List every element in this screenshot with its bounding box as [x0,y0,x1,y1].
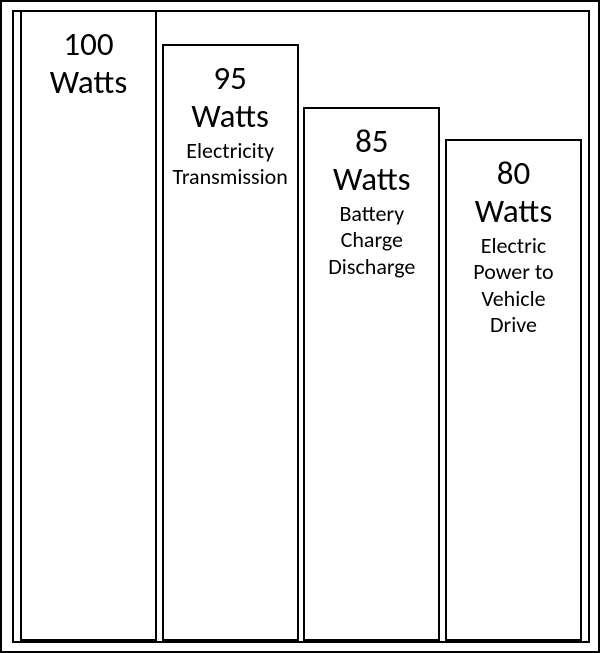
bar-unit: Watts [22,64,155,102]
bar-label: Electricity Transmission [164,138,297,191]
bar-2: 95 Watts Electricity Transmission [162,44,299,641]
bar-value: 95 [164,60,297,98]
bar-1: 100 Watts [20,10,157,641]
bar-value: 80 [447,155,580,193]
bar-row: 100 Watts 95 Watts Electricity Transmiss… [14,8,588,641]
chart-outer-frame: 100 Watts 95 Watts Electricity Transmiss… [0,0,600,653]
bar-3: 85 Watts Battery Charge Discharge [303,107,440,641]
bar-unit: Watts [164,98,297,136]
bar-value: 85 [305,123,438,161]
bar-label: Electric Power to Vehicle Drive [447,233,580,339]
bar-4: 80 Watts Electric Power to Vehicle Drive [445,139,582,641]
bar-label: Battery Charge Discharge [305,201,438,280]
chart-inner-frame: 100 Watts 95 Watts Electricity Transmiss… [12,10,590,643]
bar-value: 100 [22,26,155,64]
bar-unit: Watts [305,161,438,199]
bar-unit: Watts [447,193,580,231]
